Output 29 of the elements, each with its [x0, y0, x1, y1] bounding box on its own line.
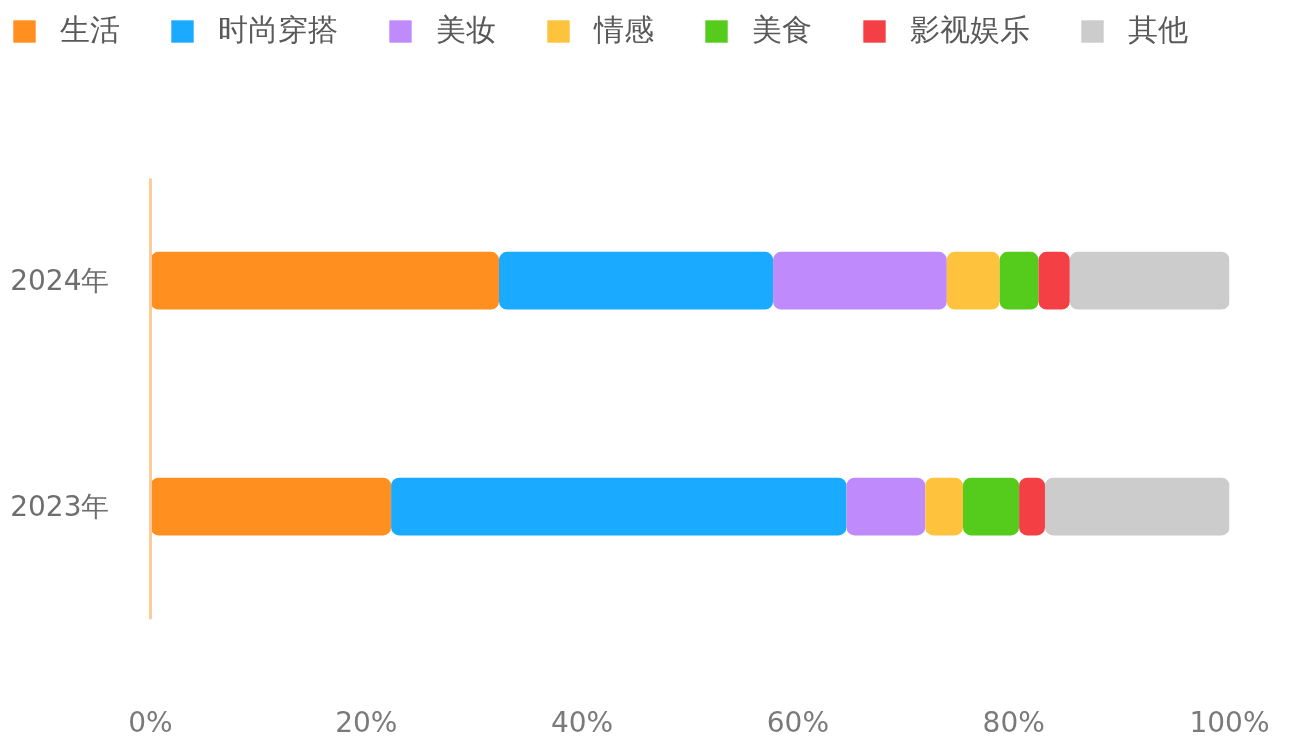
- bar: [946, 251, 1000, 310]
- x-tick-label: 20%: [335, 705, 398, 739]
- bar: [999, 251, 1039, 310]
- x-tick-label: 0%: [128, 705, 173, 739]
- bar: [846, 477, 926, 536]
- bar: [391, 477, 847, 536]
- bar: [962, 477, 1020, 536]
- legend-label: 时尚穿搭: [218, 11, 338, 49]
- y-tick-label: 2023年: [10, 490, 110, 524]
- legend-label: 影视娱乐: [910, 11, 1030, 49]
- y-tick-label: 2024年: [10, 264, 110, 298]
- bar: [925, 477, 963, 536]
- bar: [150, 251, 500, 310]
- x-tick-label: 100%: [1189, 705, 1270, 739]
- legend-label: 美妆: [436, 11, 496, 49]
- bar: [499, 251, 774, 310]
- bar: [1044, 477, 1230, 536]
- bar: [773, 251, 947, 310]
- bar: [150, 477, 392, 536]
- bar: [1038, 251, 1070, 310]
- bar: [1069, 251, 1230, 310]
- legend-label: 美食: [752, 11, 812, 49]
- legend-label: 情感: [594, 11, 654, 49]
- x-tick-label: 80%: [982, 705, 1045, 739]
- x-tick-label: 40%: [550, 705, 614, 739]
- bar: [1019, 477, 1045, 536]
- legend-label: 生活: [60, 11, 120, 49]
- legend-label: 其他: [1128, 11, 1188, 49]
- x-tick-label: 60%: [766, 705, 830, 739]
